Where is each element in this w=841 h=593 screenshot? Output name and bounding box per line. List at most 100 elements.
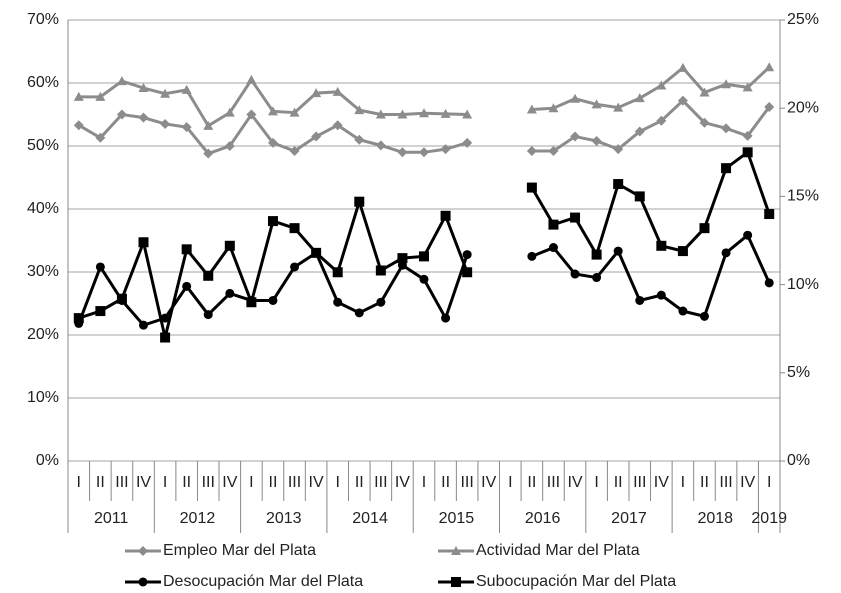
marker	[699, 87, 710, 97]
marker	[397, 147, 408, 158]
y-tick-label: 20%	[27, 326, 59, 343]
marker	[203, 120, 214, 130]
marker	[139, 320, 149, 330]
marker	[397, 253, 408, 264]
marker	[721, 79, 732, 89]
x-tick-label: I	[681, 474, 685, 491]
x-tick-label: III	[547, 474, 560, 491]
marker	[699, 117, 710, 128]
marker	[613, 144, 624, 155]
marker	[73, 313, 84, 324]
marker	[656, 80, 667, 90]
x-group-label: 2018	[697, 510, 733, 527]
marker	[138, 577, 148, 587]
y-tick-label: 10%	[27, 389, 59, 406]
marker	[138, 546, 148, 556]
legend-label: Subocupación Mar del Plata	[476, 573, 676, 590]
marker	[160, 313, 170, 323]
marker	[634, 126, 645, 137]
marker	[548, 146, 559, 157]
x-tick-label: III	[202, 474, 215, 491]
marker	[656, 115, 667, 126]
marker	[678, 306, 688, 316]
marker	[570, 131, 581, 142]
marker	[743, 230, 753, 240]
marker	[289, 107, 300, 117]
marker	[721, 248, 731, 258]
x-group-label: 2015	[439, 510, 475, 527]
marker	[246, 297, 257, 308]
marker	[656, 240, 667, 251]
marker	[333, 297, 343, 307]
y-tick-label: 30%	[27, 263, 59, 280]
marker	[419, 274, 429, 284]
marker	[764, 101, 775, 112]
marker	[95, 306, 106, 317]
marker	[441, 313, 451, 323]
x-group-label: 2017	[611, 510, 647, 527]
marker	[462, 250, 472, 260]
x-tick-label: III	[633, 474, 646, 491]
marker	[203, 310, 213, 320]
marker	[570, 93, 581, 103]
marker	[224, 240, 235, 251]
marker	[376, 297, 386, 307]
marker	[73, 91, 84, 101]
x-tick-label: IV	[654, 474, 669, 491]
x-tick-label: I	[335, 474, 339, 491]
marker	[225, 288, 235, 298]
y2-tick-label: 0%	[787, 452, 810, 469]
marker	[764, 209, 775, 220]
marker	[332, 267, 343, 278]
marker	[160, 118, 171, 129]
marker	[246, 74, 257, 84]
x-group-label: 2019	[751, 510, 787, 527]
marker	[592, 273, 602, 283]
x-group-label: 2014	[352, 510, 388, 527]
x-tick-label: I	[77, 474, 81, 491]
y2-tick-label: 20%	[787, 99, 819, 116]
marker	[548, 243, 558, 253]
marker	[570, 212, 581, 223]
marker	[440, 108, 451, 118]
marker	[742, 147, 753, 158]
marker	[451, 546, 461, 555]
marker	[613, 246, 623, 256]
marker	[203, 270, 214, 281]
legend-label: Empleo Mar del Plata	[163, 542, 316, 559]
marker	[182, 281, 192, 291]
marker	[742, 82, 753, 92]
y-tick-label: 60%	[27, 74, 59, 91]
marker	[116, 109, 127, 120]
marker	[224, 141, 235, 151]
x-tick-label: I	[594, 474, 598, 491]
marker	[354, 105, 365, 115]
x-tick-label: IV	[481, 474, 496, 491]
marker	[526, 104, 537, 114]
marker	[699, 223, 710, 234]
marker	[73, 120, 84, 131]
marker	[267, 137, 278, 148]
y2-tick-label: 25%	[787, 11, 819, 28]
x-tick-label: I	[163, 474, 167, 491]
x-tick-label: I	[508, 474, 512, 491]
x-group-label: 2016	[525, 510, 561, 527]
marker	[677, 246, 688, 257]
marker	[462, 267, 473, 278]
y2-tick-label: 10%	[787, 276, 819, 293]
legend-label: Desocupación Mar del Plata	[163, 573, 363, 590]
marker	[289, 223, 300, 234]
marker	[634, 93, 645, 103]
marker	[224, 107, 235, 117]
marker	[375, 265, 386, 276]
marker	[160, 332, 171, 343]
marker	[375, 109, 386, 119]
marker	[332, 86, 343, 96]
marker	[451, 577, 461, 587]
marker	[181, 244, 192, 255]
marker	[138, 237, 149, 248]
y2-tick-label: 5%	[787, 364, 810, 381]
marker	[311, 131, 322, 142]
x-group-label: 2011	[94, 510, 129, 527]
x-tick-label: I	[767, 474, 771, 491]
